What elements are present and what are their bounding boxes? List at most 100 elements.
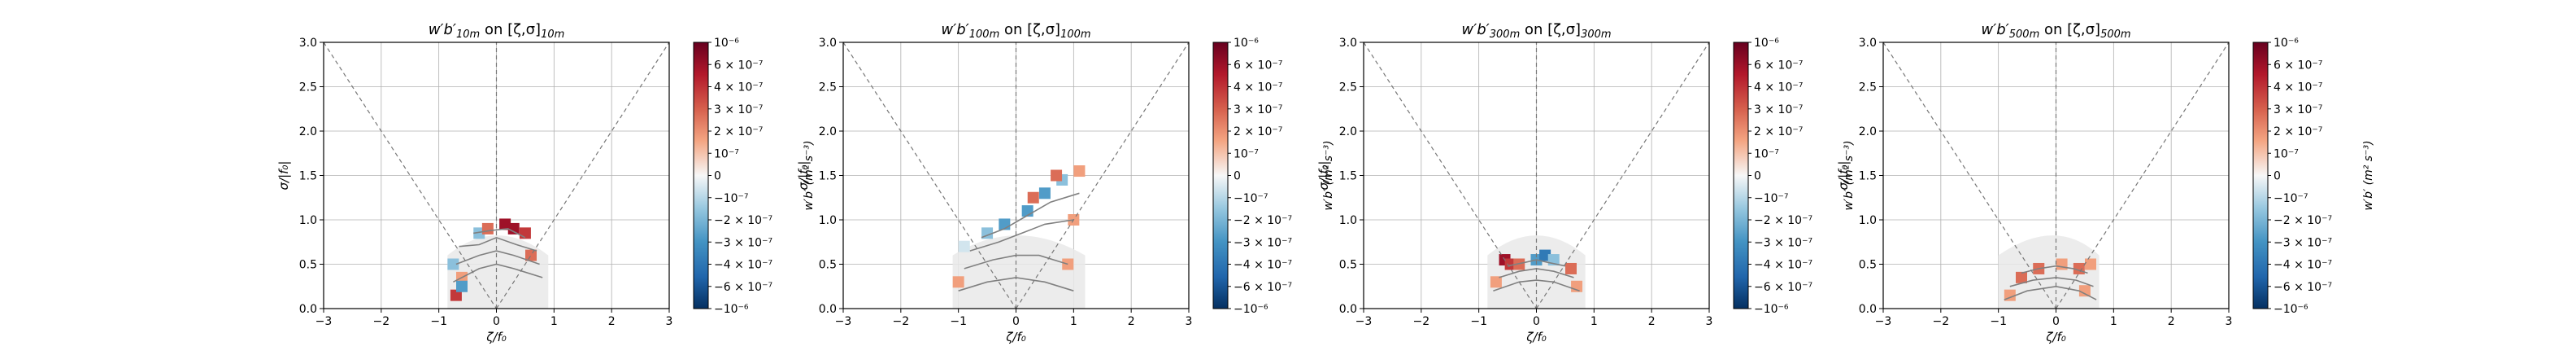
x-tick-label: −2 [373,315,390,328]
y-tick-label: 0.0 [1859,303,1877,316]
title-sub2: 100m [1060,28,1090,41]
colorbar-tick-label: 10⁻⁶ [2274,37,2299,50]
heatmap-cell [2085,258,2096,270]
x-tick-label: 2 [608,315,616,328]
x-tick-label: 2 [2168,315,2175,328]
colorbar-tick-label: −10⁻⁷ [714,192,749,205]
colorbar-tick-label: −10⁻⁶ [1754,303,1789,316]
heatmap-cell [481,222,494,234]
colorbar-tick-label: −4 × 10⁻⁷ [1234,259,1292,272]
colorbar-tick-label: −3 × 10⁻⁷ [714,236,772,249]
colorbar-tick-label: −6 × 10⁻⁷ [1754,281,1812,294]
y-axis-label: σ/|f₀| [1316,161,1331,191]
x-tick-label: −3 [1875,315,1892,328]
title-sub: 100m [969,28,999,41]
heatmap-cell [2078,285,2091,297]
ref-line-neg [323,42,498,309]
x-axis-label: ζ/f₀ [485,330,507,344]
x-tick-label: 0 [1533,315,1540,328]
ref-line-neg [1882,42,2057,309]
x-tick-label: −1 [430,315,447,328]
title-sub2: 500m [2100,28,2130,41]
title-sub2: 10m [541,28,564,41]
colorbar-gradient [1733,42,1749,309]
colorbar-tick-label: 10⁻⁶ [714,37,739,50]
y-tick-label: 3.0 [299,37,317,50]
y-tick-label: 2.5 [819,81,837,94]
x-axis-label: ζ/f₀ [2045,330,2066,344]
heatmap-cell [473,227,485,239]
y-tick-label: 1.0 [299,214,317,227]
colorbar-tick-label: −10⁻⁷ [1234,192,1268,205]
x-tick-label: −2 [1413,315,1430,328]
y-tick-label: 1.5 [1339,170,1357,183]
colorbar-tick-label: 4 × 10⁻⁷ [714,81,763,94]
colorbar-tick-label: 10⁻⁷ [1754,147,1779,160]
x-tick-label: 1 [1070,315,1077,328]
panel-3: −3 −2 −1 0 1 2 3 0.0 0.5 1.0 1.5 2.0 2.5 3.0 ζ/f₀ σ/|f₀… [1316,21,1856,344]
colorbar-tick-label: 4 × 10⁻⁷ [1754,81,1803,94]
colorbar-tick-label: 2 × 10⁻⁷ [714,125,763,138]
y-axis-label: σ/|f₀| [1836,161,1851,191]
colorbar-tick-label: 10⁻⁷ [2274,147,2299,160]
heatmap-cell [958,240,970,252]
panel-2: −3 −2 −1 0 1 2 3 0.0 0.5 1.0 1.5 2.0 2.5 3.0 ζ/f₀ σ/|f₀… [796,21,1335,344]
x-tick-label: 3 [1186,315,1193,328]
panel-1: −3 −2 −1 0 1 2 3 0.0 0.5 1.0 1.5 2.0 2.5 3.0 ζ/f₀ σ/|f₀… [276,21,816,344]
x-tick-label: 3 [666,315,673,328]
ref-line-pos [2055,42,2230,309]
colorbar-label: w′b′ (m² s⁻³) [1843,140,1856,210]
y-tick-label: 0.5 [819,259,837,272]
ref-line-pos [495,42,670,309]
colorbar: −10⁻⁶ −6 × 10⁻⁷ −4 × 10⁻⁷ −3 × 10⁻⁷ −2 × 10⁻… [2252,37,2375,316]
y-tick-label: 1.0 [1339,214,1357,227]
colorbar-tick-label: −3 × 10⁻⁷ [1234,236,1292,249]
chart-title: w′b′10m on [ζ,σ]10m [429,21,565,41]
x-tick-label: 3 [2226,315,2233,328]
ref-line-neg [1363,42,1538,309]
x-tick-label: −2 [1933,315,1950,328]
colorbar-tick-label: −3 × 10⁻⁷ [1754,236,1812,249]
colorbar-tick-label: −10⁻⁷ [2274,192,2308,205]
y-tick-label: 1.5 [819,170,837,183]
x-axis-label: ζ/f₀ [1525,330,1547,344]
colorbar-tick-label: −4 × 10⁻⁷ [2274,259,2332,272]
x-tick-label: −2 [893,315,910,328]
y-tick-label: 2.5 [299,81,317,94]
contour-line [981,192,1080,239]
ref-line-pos [1015,42,1190,309]
title-main: w′b′ [1981,21,2008,38]
y-tick-label: 3.0 [1859,37,1877,50]
y-tick-label: 2.0 [299,125,317,138]
colorbar-gradient [1212,42,1229,309]
colorbar-gradient [2252,42,2269,309]
colorbar-tick-label: −6 × 10⁻⁷ [2274,281,2332,294]
heatmap-cell [456,280,468,292]
ref-line-neg [842,42,1017,309]
colorbar-tick-label: 6 × 10⁻⁷ [1234,59,1282,72]
data-domain [952,235,1086,309]
title-on: on [ζ,σ] [480,21,541,38]
colorbar-tick-label: 10⁻⁷ [1234,147,1259,160]
contour-line [969,219,1074,252]
x-tick-label: 0 [493,315,500,328]
heatmap-cell [1539,249,1551,261]
panel-4: −3 −2 −1 0 1 2 3 0.0 0.5 1.0 1.5 2.0 2.5 3.0 ζ/f₀ σ/|f₀… [1836,21,2375,344]
y-tick-label: 0.5 [1339,259,1357,272]
colorbar-tick-label: −4 × 10⁻⁷ [1754,259,1812,272]
colorbar-tick-label: −10⁻⁷ [1754,192,1789,205]
colorbar-tick-label: −10⁻⁶ [714,303,749,316]
colorbar-tick-label: −2 × 10⁻⁷ [714,214,772,227]
y-tick-label: 0.0 [1339,303,1357,316]
x-tick-label: 2 [1128,315,1135,328]
y-axis-label: σ/|f₀| [276,161,291,191]
y-tick-label: 0.5 [299,259,317,272]
y-tick-label: 1.5 [299,170,317,183]
colorbar: −10⁻⁶ −6 × 10⁻⁷ −4 × 10⁻⁷ −3 × 10⁻⁷ −2 × 10⁻… [1733,37,1856,316]
title-sub: 300m [1490,28,1520,41]
title-sub2: 300m [1581,28,1611,41]
colorbar-tick-label: 10⁻⁷ [714,147,739,160]
colorbar-tick-label: 4 × 10⁻⁷ [1234,81,1282,94]
y-tick-label: 1.5 [1859,170,1877,183]
